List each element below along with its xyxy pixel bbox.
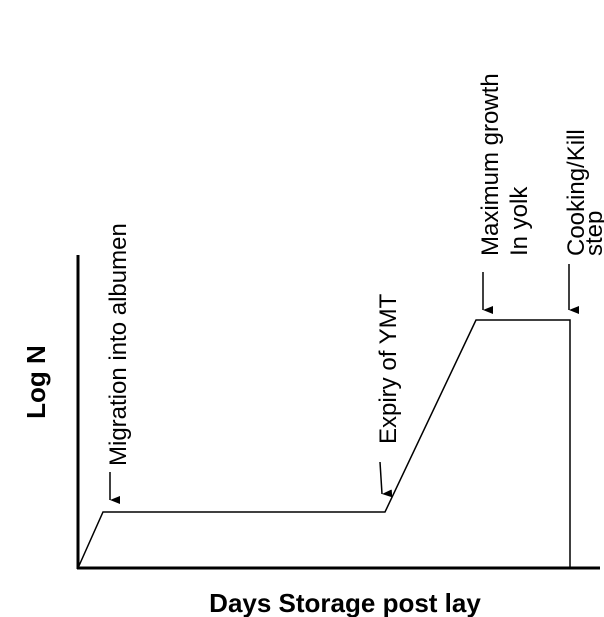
annotation: Expiry of YMT [375, 293, 402, 444]
annotation: Maximum growth [477, 73, 504, 256]
x-axis-label: Days Storage post lay [209, 588, 481, 617]
annotation: In yolk [506, 186, 533, 256]
annotation: Cooking/Kill [563, 129, 590, 256]
annotation: Migration into albumen [105, 223, 132, 466]
arrows [109, 264, 579, 504]
growth-curve [77, 319, 571, 569]
y-axis-label: Log N [21, 345, 51, 419]
annotation: step [581, 211, 604, 256]
arrow [379, 461, 393, 498]
